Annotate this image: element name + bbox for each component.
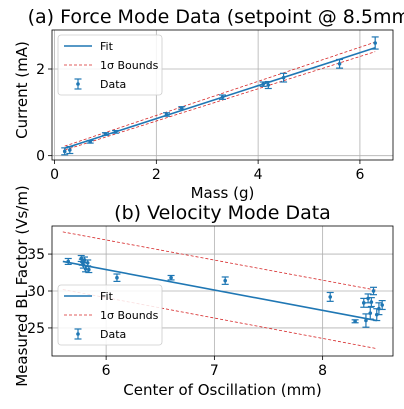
data-point [360,297,368,308]
velocity-mode-ticks: 6 7 8 25 30 35 [27,247,327,379]
force-mode-ticks: 0 2 4 6 0 2 [36,62,364,183]
velocity-mode-legend: Fit 1σ Bounds Data [57,284,163,346]
y-tick-label: 25 [27,321,45,337]
velocity-mode-points [64,254,386,328]
data-point [351,319,359,324]
velocity-mode-ylabel: Measured BL Factor (Vs/m) [13,185,31,387]
legend-data-label: Data [100,78,126,91]
data-point [370,286,378,296]
x-tick-label: 6 [355,167,364,183]
bound-line [64,51,376,151]
y-tick-label: 35 [27,247,45,263]
velocity-mode-fit [62,260,377,322]
force-mode-xlabel: Mass (g) [191,184,255,202]
data-point [85,266,93,274]
data-point [336,58,344,69]
y-tick-label: 30 [27,284,45,300]
legend-frame [57,34,163,96]
velocity-mode-title: (b) Velocity Mode Data [114,202,331,224]
legend-fit-label: Fit [100,290,114,303]
velocity-mode-xlabel: Center of Oscillation (mm) [123,381,321,399]
fit-line [62,260,377,322]
data-point [367,297,375,308]
data-point [86,139,94,144]
legend-data-label: Data [100,328,126,341]
data-point [66,145,74,155]
legend-fit-label: Fit [100,40,114,53]
legend-bounds-label: 1σ Bounds [100,309,159,322]
data-point [112,129,120,134]
data-point [371,36,379,50]
data-point [167,274,175,281]
data-point [280,72,288,83]
legend-frame [57,284,163,346]
data-point [221,276,229,285]
data-point [178,106,186,110]
data-point [64,257,72,266]
force-mode-axes-frame [51,29,394,161]
force-mode-bounds [64,41,376,151]
force-mode-legend: Fit 1σ Bounds Data [57,34,163,96]
force-mode-panel: 0 2 4 6 0 2 (a) Force Mode Data (setpoint @ 8… [13,6,404,202]
x-tick-label: 7 [210,363,219,379]
y-tick-label: 2 [36,62,45,78]
force-mode-title: (a) Force Mode Data (setpoint @ 8.5mm) [28,6,404,28]
x-tick-label: 2 [152,167,161,183]
data-point [259,81,267,87]
x-tick-label: 8 [318,363,327,379]
legend-bounds-label: 1σ Bounds [100,59,159,72]
x-tick-label: 6 [102,363,111,379]
force-mode-ylabel: Current (mA) [13,41,31,139]
x-tick-label: 0 [50,167,59,183]
data-point [163,112,171,117]
legend-data-swatch [74,78,82,90]
data-point [101,132,109,136]
y-tick-label: 0 [36,149,45,165]
x-tick-label: 4 [254,167,263,183]
data-point [113,273,121,282]
force-mode-points [61,36,379,156]
velocity-mode-bounds [62,231,377,350]
data-point [219,94,226,100]
velocity-mode-panel: 6 7 8 25 30 35 (b) Velocity Mode Data Center … [13,185,394,399]
data-point [366,306,374,320]
data-point [84,259,92,267]
bound-line [62,289,377,350]
data-point [378,300,386,311]
data-point [264,80,272,90]
legend-data-swatch [74,328,82,340]
data-point [326,291,334,302]
bound-line [64,41,376,147]
data-point [61,147,69,156]
bound-line [62,231,377,291]
data-point [362,313,370,328]
